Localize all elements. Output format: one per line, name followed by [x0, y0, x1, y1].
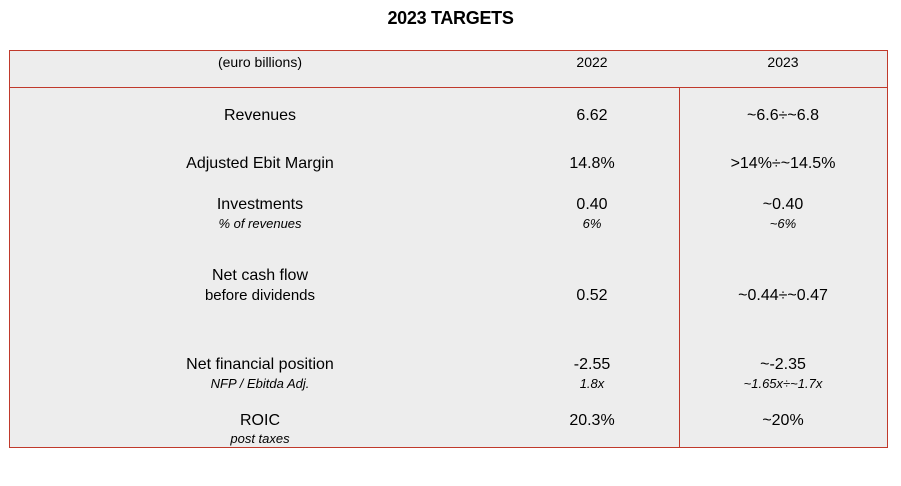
row-nfp-2023: ~-2.35 — [760, 356, 806, 373]
header-unit: (euro billions) — [217, 54, 303, 70]
header-divider — [9, 87, 888, 88]
row-revenues-2022: 6.62 — [576, 107, 608, 124]
row-investments-label: Investments — [216, 196, 304, 213]
row-investments-sublabel: % of revenues — [218, 216, 302, 231]
row-ebit-margin-2023: >14%÷~14.5% — [730, 155, 836, 172]
row-nfp-sublabel: NFP / Ebitda Adj. — [210, 376, 310, 391]
row-net-cash-flow-label: Net cash flow — [211, 267, 309, 284]
header-2023: 2023 — [767, 54, 799, 70]
row-roic-sublabel: post taxes — [230, 431, 290, 446]
header-2022: 2022 — [576, 54, 608, 70]
row-net-cash-flow-label-line2: before dividends — [204, 287, 316, 304]
row-nfp-label: Net financial position — [186, 356, 334, 373]
row-investments-sub-2022: 6% — [582, 216, 602, 231]
row-revenues-label: Revenues — [223, 107, 297, 124]
row-roic-2023: ~20% — [762, 412, 804, 429]
row-ebit-margin-label: Adjusted Ebit Margin — [186, 155, 334, 172]
row-nfp-2022: -2.55 — [573, 356, 611, 373]
row-investments-sub-2023: ~6% — [769, 216, 797, 231]
row-net-cash-flow-2023: ~0.44÷~0.47 — [738, 287, 828, 304]
row-net-cash-flow-2022: 0.52 — [576, 287, 608, 304]
page-title: 2023 TARGETS — [387, 8, 514, 28]
row-ebit-margin-2022: 14.8% — [569, 155, 615, 172]
targets-table — [9, 50, 888, 448]
row-roic-2022: 20.3% — [569, 412, 615, 429]
row-revenues-2023: ~6.6÷~6.8 — [747, 107, 819, 124]
row-nfp-sub-2023: ~1.65x÷~1.7x — [743, 376, 823, 391]
row-investments-2023: ~0.40 — [762, 196, 804, 213]
column-divider — [679, 87, 680, 447]
row-nfp-sub-2022: 1.8x — [579, 376, 605, 391]
row-roic-label: ROIC — [240, 412, 280, 429]
row-investments-2022: 0.40 — [576, 196, 608, 213]
